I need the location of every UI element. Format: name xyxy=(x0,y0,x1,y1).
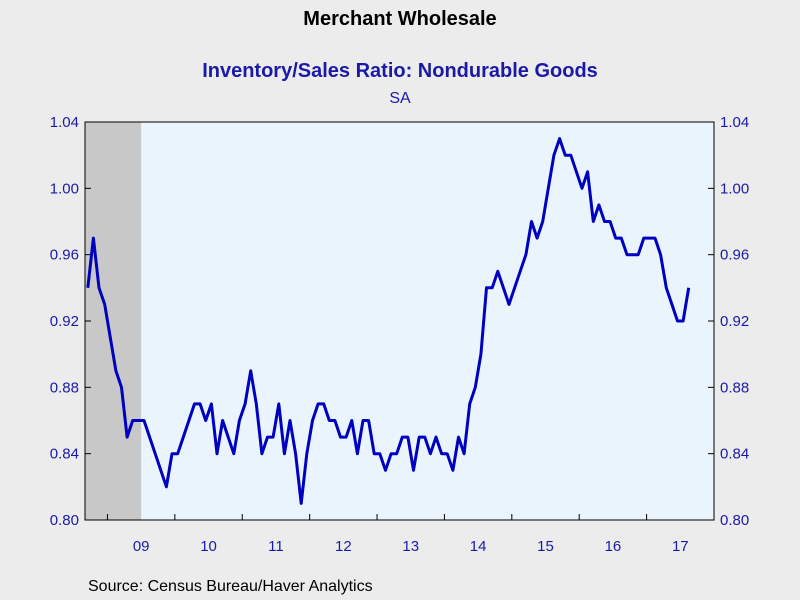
plot-border xyxy=(84,121,715,521)
y-tick-label-right: 1.04 xyxy=(720,114,749,131)
y-tick-label-right: 0.88 xyxy=(720,379,749,396)
chart-title: Merchant Wholesale xyxy=(303,8,497,30)
y-tick-label-left: 1.00 xyxy=(50,180,79,197)
y-tick-label-right: 0.80 xyxy=(720,512,749,529)
left-y-axis: 0.80 0.84 0.88 0.92 0.96 1.00 1.04 xyxy=(50,114,91,529)
x-tick-label: 12 xyxy=(335,538,352,555)
right-y-axis: 0.80 0.84 0.88 0.92 0.96 1.00 1.04 xyxy=(708,114,749,529)
source-note: Source: Census Bureau/Haver Analytics xyxy=(88,578,373,595)
y-tick-label-right: 1.00 xyxy=(720,180,749,197)
y-tick-label-left: 0.80 xyxy=(50,512,79,529)
y-tick-label-left: 0.96 xyxy=(50,247,79,264)
seasonal-adjustment-note: SA xyxy=(389,90,411,107)
x-tick-label: 10 xyxy=(200,538,217,555)
x-axis: 09 10 11 12 13 14 15 16 17 xyxy=(106,514,715,555)
y-tick-label-left: 0.84 xyxy=(50,446,79,463)
x-tick-label: 17 xyxy=(672,538,689,555)
x-tick-label: 11 xyxy=(268,538,284,555)
y-tick-label-right: 0.92 xyxy=(720,313,749,330)
series-line xyxy=(86,137,691,505)
x-tick-label: 16 xyxy=(605,538,622,555)
recession-shading xyxy=(85,122,142,520)
y-tick-label-right: 0.84 xyxy=(720,446,749,463)
chart-subtitle: Inventory/Sales Ratio: Nondurable Goods xyxy=(202,60,598,82)
y-tick-label-left: 0.88 xyxy=(50,379,79,396)
x-tick-label: 13 xyxy=(402,538,419,555)
x-tick-label: 09 xyxy=(133,538,150,555)
x-tick-label: 15 xyxy=(537,538,554,555)
y-tick-label-right: 0.96 xyxy=(720,247,749,264)
y-tick-label-left: 0.92 xyxy=(50,313,79,330)
plot-area xyxy=(85,122,714,520)
y-tick-label-left: 1.04 xyxy=(50,114,79,131)
x-tick-label: 14 xyxy=(470,538,487,555)
